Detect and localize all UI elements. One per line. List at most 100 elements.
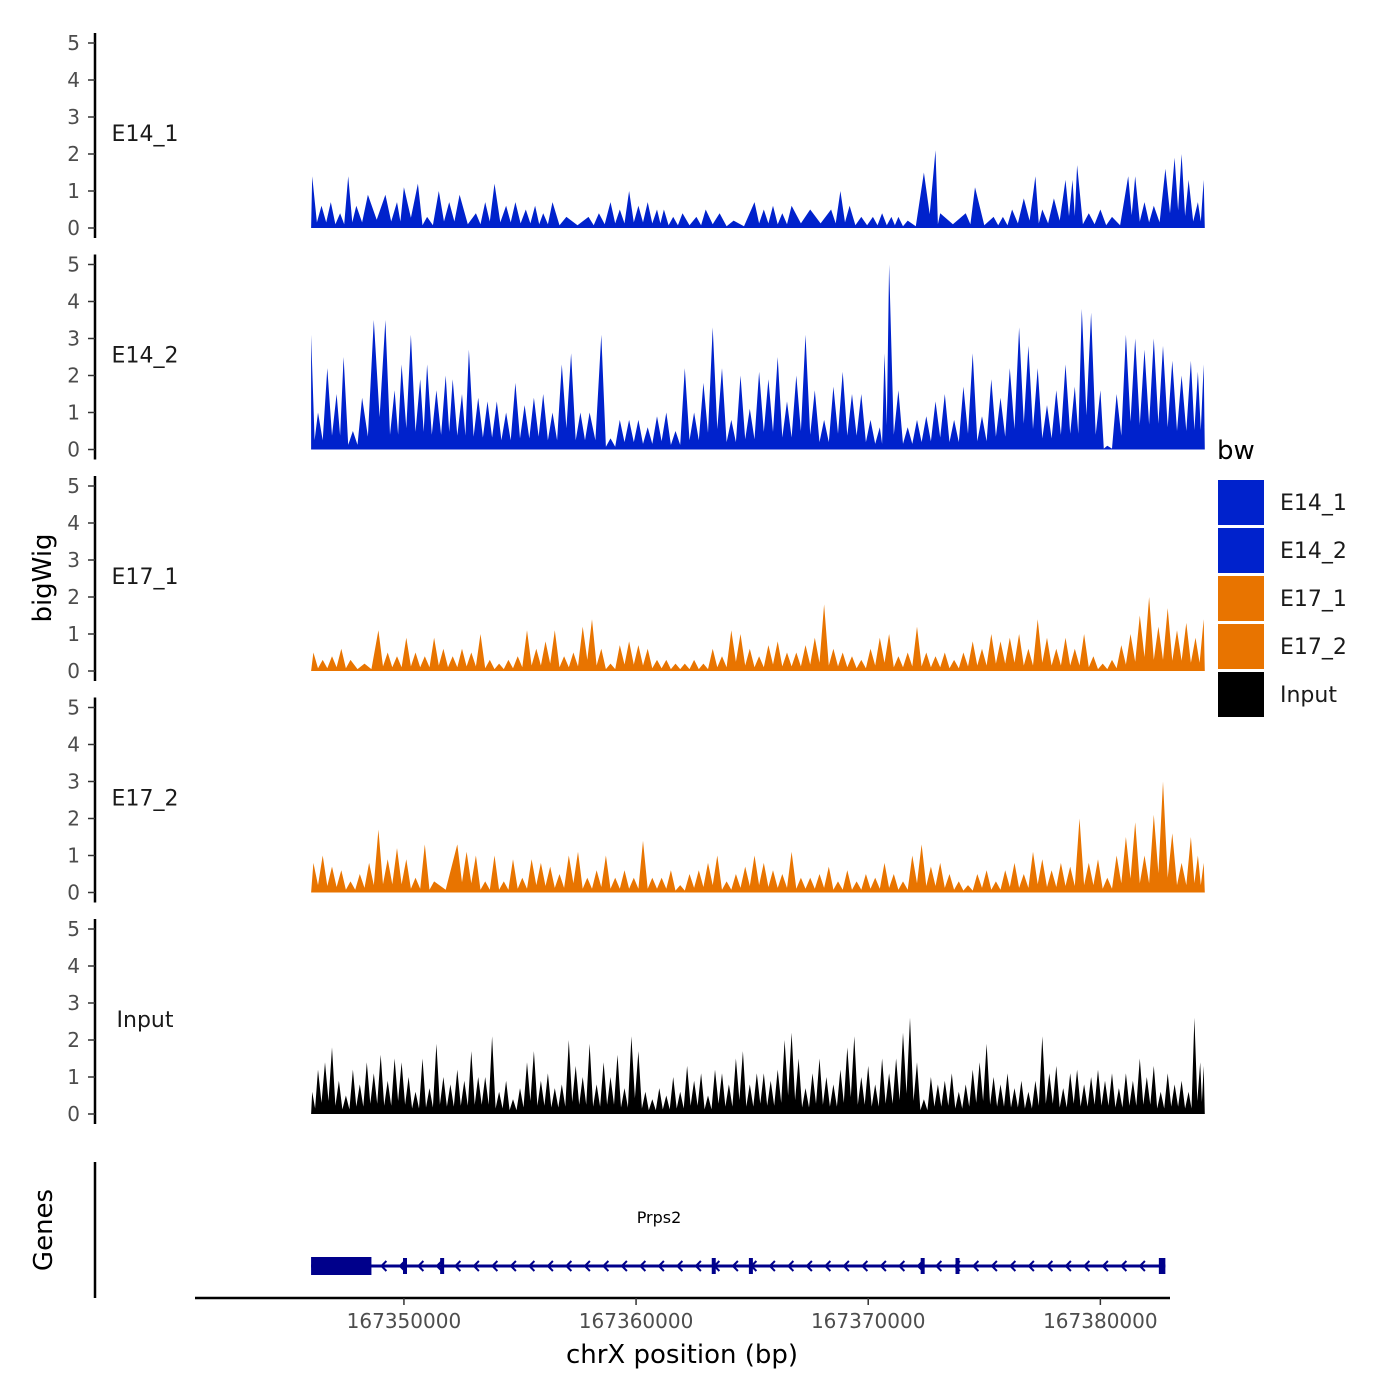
y-tick-label: 4 — [67, 290, 80, 314]
genes-axis-title: Genes — [29, 1189, 59, 1271]
strand-arrow — [897, 1260, 906, 1272]
strand-arrow — [546, 1260, 554, 1272]
y-tick-label: 0 — [67, 1102, 80, 1126]
y-tick-label: 1 — [67, 179, 80, 203]
strand-arrow — [527, 1260, 536, 1272]
legend-label-e14-2: E14_2 — [1280, 539, 1347, 564]
y-tick-label: 5 — [67, 696, 80, 720]
y-tick-label: 0 — [67, 216, 80, 240]
legend: bw E14_1 E14_2 E17_1 E17_2 Input — [1217, 436, 1347, 717]
legend-swatch-e14-2 — [1218, 528, 1264, 573]
bigwig-panels: 0 1 2 3 4 5 E14_1 0 1 2 3 4 5 E14_2 0 1 2 3 4 5 E17_1 0 1 2 3 4 5 E… — [67, 31, 1205, 1126]
y-tick-label: 2 — [67, 364, 80, 388]
strand-arrow — [509, 1260, 517, 1272]
panel-e17-2: 0 1 2 3 4 5 E17_2 — [67, 696, 1205, 905]
y-tick-label: 5 — [67, 253, 80, 277]
legend-items: E14_1 E14_2 E17_1 E17_2 Input — [1218, 480, 1347, 717]
y-tick-label: 4 — [67, 68, 80, 92]
y-tick-label: 1 — [67, 401, 80, 425]
strand-arrow — [379, 1260, 388, 1272]
strand-arrow — [601, 1260, 610, 1272]
x-axis-title: chrX position (bp) — [566, 1340, 798, 1370]
strand-arrow — [786, 1260, 795, 1272]
area-e17-1 — [311, 597, 1205, 671]
strand-arrow — [860, 1260, 869, 1272]
area-e14-2 — [311, 264, 1205, 450]
legend-swatch-e17-2 — [1218, 624, 1264, 669]
panel-e14-2: 0 1 2 3 4 5 E14_2 — [67, 253, 1205, 462]
strand-arrow — [842, 1260, 850, 1272]
strand-arrow — [694, 1260, 702, 1272]
exon — [955, 1258, 960, 1274]
strand-arrow — [416, 1260, 425, 1272]
legend-label-e17-2: E17_2 — [1280, 635, 1347, 660]
legend-title: bw — [1217, 436, 1255, 466]
strand-arrow — [490, 1260, 499, 1272]
strand-arrow — [1027, 1260, 1035, 1272]
y-tick-label: 3 — [67, 991, 80, 1015]
x-tick-label: 167380000 — [1043, 1309, 1158, 1333]
y-tick-label: 4 — [67, 511, 80, 535]
strand-arrow — [934, 1260, 943, 1272]
x-ticks: 167350000 167360000 167370000 167380000 — [347, 1298, 1158, 1333]
x-tick-label: 167350000 — [347, 1309, 462, 1333]
legend-swatch-e17-1 — [1218, 576, 1264, 621]
strand-arrow — [1045, 1260, 1054, 1272]
strand-arrow — [583, 1260, 591, 1272]
exon — [440, 1258, 445, 1274]
exon — [920, 1258, 925, 1274]
legend-swatch-input — [1218, 672, 1264, 717]
strand-arrow — [805, 1260, 813, 1272]
y-tick-label: 3 — [67, 327, 80, 351]
y-tick-label: 5 — [67, 917, 80, 941]
y-tick-label: 2 — [67, 1028, 80, 1052]
y-tick-label: 0 — [67, 881, 80, 905]
strand-arrow — [1082, 1260, 1091, 1272]
strand-arrow — [675, 1260, 684, 1272]
y-tick-label: 2 — [67, 585, 80, 609]
area-e17-2 — [311, 781, 1205, 893]
legend-label-e17-1: E17_1 — [1280, 587, 1347, 612]
strand-arrow — [731, 1260, 739, 1272]
strand-arrow — [749, 1260, 758, 1272]
strand-arrow — [916, 1260, 924, 1272]
y-tick-label: 3 — [67, 548, 80, 572]
strand-arrow — [657, 1260, 665, 1272]
y-tick-label: 5 — [67, 474, 80, 498]
strand-arrow — [712, 1260, 721, 1272]
gene-panel: Genes Prps2 — [29, 1162, 1166, 1298]
strand-arrow — [879, 1260, 887, 1272]
y-tick-label: 4 — [67, 733, 80, 757]
panel-e17-1: 0 1 2 3 4 5 E17_1 — [67, 474, 1205, 683]
exon — [1158, 1258, 1166, 1274]
y-tick-label: 1 — [67, 844, 80, 868]
track-label-input: Input — [117, 1008, 174, 1033]
y-tick-label: 2 — [67, 142, 80, 166]
strand-arrow — [1119, 1260, 1128, 1272]
strand-arrow — [472, 1260, 480, 1272]
track-label-e14-1: E14_1 — [112, 122, 179, 147]
legend-label-e14-1: E14_1 — [1280, 491, 1347, 516]
area-input — [311, 1017, 1205, 1114]
strand-arrow — [823, 1260, 832, 1272]
strand-arrow — [564, 1260, 573, 1272]
y-tick-label: 3 — [67, 105, 80, 129]
y-tick-label: 5 — [67, 31, 80, 55]
y-tick-label: 4 — [67, 954, 80, 978]
strand-arrow — [971, 1260, 980, 1272]
x-axis: 167350000 167360000 167370000 167380000 chr… — [195, 1296, 1170, 1370]
strand-arrow — [398, 1260, 406, 1272]
legend-label-input: Input — [1280, 683, 1337, 708]
y-tick-label: 2 — [67, 807, 80, 831]
strand-arrow — [1101, 1260, 1109, 1272]
y-axis-title: bigWig — [28, 533, 58, 622]
track-label-e17-2: E17_2 — [112, 787, 179, 812]
track-label-e14-2: E14_2 — [112, 344, 179, 369]
panel-e14-1: 0 1 2 3 4 5 E14_1 — [67, 31, 1205, 240]
y-tick-label: 1 — [67, 622, 80, 646]
y-tick-label: 1 — [67, 1065, 80, 1089]
y-tick-label: 0 — [67, 438, 80, 462]
strand-arrow — [990, 1260, 998, 1272]
utr-block — [311, 1257, 372, 1275]
